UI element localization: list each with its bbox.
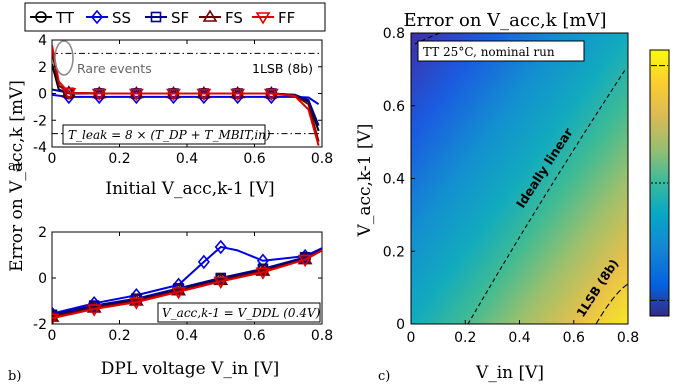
panel-a-point-ff [61,88,77,101]
heatmap-ytick-label: 0 [396,317,405,333]
panel-b-xtick-label: 0 [48,328,57,344]
panel-a-ytick-label: 2 [38,60,47,76]
heatmap-ytick-label: 0.4 [383,172,405,188]
heatmap-xtick-label: 0.8 [617,330,639,346]
panel-b-ytick-label: 2 [38,225,47,241]
panel-b-xtick-label: 0.2 [108,328,130,344]
vacc-box [157,302,321,323]
panel-b-point-ff [128,297,144,310]
condition-label: TT 25°C, nominal run [423,45,555,59]
vacc-label: V_acc,k-1 = V_DDL (0.4V) [162,306,321,320]
panel-b-point-ss [214,239,227,255]
panel-b-tag: b) [8,369,21,384]
legend-label-tt: TT [55,9,75,27]
panel-b-point-ff [255,267,271,280]
panel-b-point-fs [52,309,60,322]
tleak-label: T_leak = 8 × (T_DP + T_MBIT,in) [68,128,271,142]
legend-label-sf: SF [171,9,189,27]
legend-label-fs: FS [225,9,243,27]
panel-a-xtick-label: 0.4 [176,151,198,167]
rare-events-label: Rare events [77,61,152,76]
legend-label-ff: FF [278,9,295,27]
panel-b-ytick-label: 0 [38,271,47,287]
panel-b-ytick-label: -2 [33,317,47,333]
panel-b-point-fs [171,283,186,296]
panel-a-point-ff [128,88,144,102]
panel-ab-ylabel: Error on V_acc,k [mV] [7,80,27,272]
panel-b-xtick-label: 0.4 [176,328,198,344]
panel-c: 0 0.2 0.4 0.6 0.8 0 0.2 0.4 0.6 0.8 TT 25°C, nomi… [355,10,670,384]
panel-b-point-ff [297,254,313,268]
panel-b-point-fs [213,272,229,286]
panel-b-point-ff [86,304,102,317]
heatmap-ytick-label: 0.8 [383,26,405,42]
panel-b-point-ss [256,253,269,268]
heatmap-xlabel: V_in [V] [475,363,544,383]
panel-a-tag: a) [8,159,21,174]
legend-marker-fs [202,9,218,22]
rare-events-ellipse [54,40,74,76]
panel-a-series-ff [52,45,320,146]
legend-marker-ss [90,9,104,25]
legend-label-ss: SS [112,9,131,27]
panel-a: 0 0.2 0.4 0.6 0.8 -4 -2 0 2 4 TT SS SF FS FF Rare eve… [8,2,333,199]
condition-box [417,40,585,62]
panel-a-xlabel: Initial V_acc,k-1 [V] [105,179,274,199]
panel-b-point-fs [128,293,144,306]
panel-b-xtick-label: 0.8 [311,328,333,344]
heatmap-ytick-label: 0.6 [383,99,405,115]
heatmap-xtick-label: 0.2 [454,330,476,346]
heatmap-ylabel: V_acc,k-1 [V] [355,124,375,238]
panel-a-xtick-label: 0.8 [311,151,333,167]
panel-a-ytick-label: -2 [33,113,47,129]
heatmap-xtick-label: 0 [407,330,416,346]
panel-b-series-ff [52,249,322,320]
panel-c-tag: c) [378,369,390,384]
panel-b-point-fs [86,300,102,313]
panel-a-point-ff [196,88,212,102]
heatmap-xtick-label: 0.4 [508,330,530,346]
panel-a-ytick-label: 4 [38,33,47,49]
panel-b-point-ss [52,306,59,321]
legend: TT SS SF FS FF [24,2,326,32]
heatmap-ytick-label: 0.2 [383,244,405,260]
heatmap-title: Error on V_acc,k [mV] [403,10,606,31]
panel-a-point-fs [61,85,77,98]
panel-a-xtick-label: 0 [48,151,57,167]
panel-b-xtick-label: 0.6 [243,328,265,344]
heatmap-field [411,33,628,324]
panel-a-ytick-label: 0 [38,87,47,103]
panel-a-point-ss [62,89,75,105]
lsb-label-a: 1LSB (8b) [252,61,313,76]
panel-b: 0 0.2 0.4 0.6 0.8-202 V_acc,k-1 = V_DDL (0.4… [8,225,333,384]
heatmap-xtick-label: 0.6 [563,330,585,346]
panel-a-point-ff [263,88,279,102]
legend-marker-tt [35,11,47,23]
panel-b-series-tt [52,249,322,317]
panel-a-xtick-label: 0.6 [243,151,265,167]
legend-box [24,2,326,32]
panel-a-point-ff [166,88,181,102]
panel-b-series-ss [52,245,322,315]
legend-marker-sf [150,11,162,23]
panel-b-xlabel: DPL voltage V_in [V] [101,359,279,379]
panel-a-xtick-label: 0.2 [108,151,130,167]
contour-top-left [414,32,441,45]
contour-ideally-linear [467,69,626,325]
panel-b-point-fs [255,263,271,276]
panel-a-ytick-label: -4 [33,140,47,156]
panel-b-point-ff [171,287,186,300]
tleak-box [62,124,266,145]
panel-b-point-ss [197,254,210,270]
panel-b-point-ff [213,276,229,290]
panel-a-point-ff [230,88,246,102]
panel-b-point-ff [52,313,60,324]
contour-lsb [595,283,629,325]
legend-marker-ff [255,12,271,25]
panel-a-point-ff [91,88,107,102]
